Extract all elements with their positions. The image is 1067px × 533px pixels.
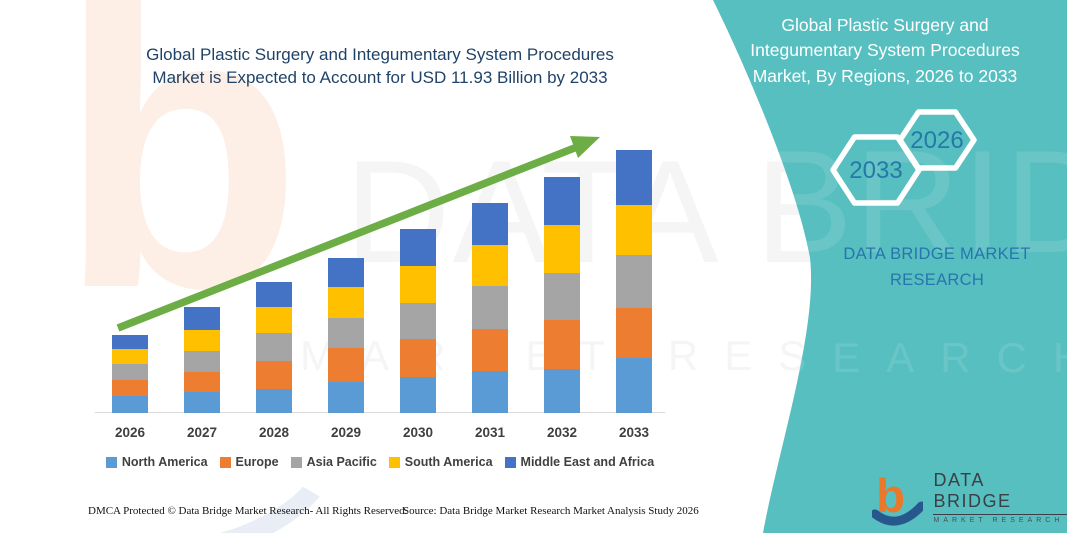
chart-title-line2: Market is Expected to Account for USD 11… <box>152 67 608 87</box>
bar-segment-2026-middle-east-and-africa <box>112 334 148 349</box>
bar-segment-2027-europe <box>184 372 220 393</box>
bar-segment-2032-asia-pacific <box>544 273 580 320</box>
bar-segment-2028-europe <box>256 360 292 389</box>
bar-segment-2032-europe <box>544 319 580 369</box>
legend-item-asia-pacific: Asia Pacific <box>290 455 377 469</box>
hexagon-2033-label: 2033 <box>849 157 902 184</box>
bar-segment-2029-europe <box>328 347 364 382</box>
databridge-logo: b DATA BRIDGE MARKET RESEARCH <box>872 468 1067 526</box>
bar-segment-2028-north-america <box>256 388 292 413</box>
bar-segment-2032-north-america <box>544 368 580 413</box>
bar-segment-2031-asia-pacific <box>472 285 508 329</box>
bar-segment-2027-north-america <box>184 392 220 413</box>
databridge-logo-icon: b <box>872 470 924 526</box>
bar-segment-2029-asia-pacific <box>328 317 364 348</box>
bar-segment-2026-north-america <box>112 396 148 413</box>
legend-label: North America <box>121 455 208 469</box>
x-axis-label-2032: 2032 <box>546 425 578 440</box>
legend-marker-icon <box>219 456 231 468</box>
bar-segment-2033-north-america <box>616 358 652 413</box>
chart-legend: North America Europe Asia Pacific South Ame… <box>95 455 665 469</box>
bar-segment-2026-south-america <box>112 348 148 364</box>
bar-segment-2033-south-america <box>616 205 652 256</box>
legend-marker-icon <box>388 456 400 468</box>
bar-segment-2028-south-america <box>256 306 292 333</box>
bar-segment-2032-south-america <box>544 224 580 273</box>
side-panel-brand-text: DATA BRIDGE MARKET RESEARCH <box>843 245 1031 289</box>
bar-segment-2032-middle-east-and-africa <box>544 176 580 225</box>
legend-label: Middle East and Africa <box>520 455 655 469</box>
bar-segment-2028-middle-east-and-africa <box>256 282 292 307</box>
side-panel-title-line3: Market, By Regions, 2026 to 2033 <box>752 65 1018 86</box>
legend-marker-icon <box>504 456 516 468</box>
legend-marker-icon <box>105 456 117 468</box>
bar-segment-2026-asia-pacific <box>112 363 148 380</box>
hexagon-2026 <box>897 109 977 171</box>
year-hexagons: 2033 2026 <box>830 109 977 206</box>
logo-name-text: DATA BRIDGE <box>933 470 1067 515</box>
bar-segment-2030-north-america <box>400 377 436 413</box>
x-axis-label-2027: 2027 <box>186 425 218 440</box>
legend-item-south-america: South America <box>388 455 493 469</box>
x-axis-labels: 2026 2027 2028 2029 2030 2031 2032 2033 <box>95 425 665 443</box>
bar-segment-2031-middle-east-and-africa <box>472 202 508 245</box>
bar-segment-2029-south-america <box>328 286 364 318</box>
trend-arrow-head <box>570 136 600 158</box>
bar-segment-2026-europe <box>112 379 148 397</box>
x-axis-line <box>95 412 665 413</box>
x-axis-label-2029: 2029 <box>330 425 362 440</box>
side-panel-title: Global Plastic Surgery and Integumentary… <box>729 13 1041 89</box>
teal-panel-path <box>713 0 1067 533</box>
legend-marker-icon <box>290 456 302 468</box>
stacked-bar-chart <box>95 100 665 413</box>
x-axis-label-2033: 2033 <box>618 425 650 440</box>
legend-label: South America <box>404 455 493 469</box>
side-panel-title-line2: Integumentary System Procedures <box>750 40 1020 61</box>
footer-source: Source: Data Bridge Market Research Mark… <box>403 505 699 517</box>
logo-subtitle-text: MARKET RESEARCH <box>933 517 1064 524</box>
footer-copyright: DMCA Protected © Data Bridge Market Rese… <box>88 505 408 517</box>
legend-item-middle-east-and-africa: Middle East and Africa <box>504 455 655 469</box>
x-axis-label-2026: 2026 <box>114 425 146 440</box>
bar-segment-2033-asia-pacific <box>616 255 652 309</box>
bar-segment-2027-middle-east-and-africa <box>184 307 220 331</box>
bar-segment-2028-asia-pacific <box>256 332 292 361</box>
x-axis-label-2030: 2030 <box>402 425 434 440</box>
legend-item-europe: Europe <box>219 455 279 469</box>
bar-segment-2033-europe <box>616 308 652 359</box>
bar-segment-2027-south-america <box>184 330 220 352</box>
bar-segment-2027-asia-pacific <box>184 351 220 372</box>
bar-segment-2031-south-america <box>472 244 508 286</box>
bar-segment-2030-south-america <box>400 266 436 304</box>
bar-segment-2031-north-america <box>472 370 508 413</box>
x-axis-label-2031: 2031 <box>474 425 506 440</box>
bar-segment-2029-north-america <box>328 381 364 413</box>
legend-item-north-america: North America <box>105 455 208 469</box>
x-axis-label-2028: 2028 <box>258 425 290 440</box>
bar-segment-2029-middle-east-and-africa <box>328 257 364 287</box>
bar-segment-2031-europe <box>472 328 508 371</box>
side-panel-title-line1: Global Plastic Surgery and <box>781 15 989 35</box>
chart-title-line1: Global Plastic Surgery and Integumentary… <box>146 45 614 64</box>
logo-swoosh <box>872 501 924 526</box>
legend-label: Europe <box>235 455 279 469</box>
chart-title: Global Plastic Surgery and Integumentary… <box>95 44 665 90</box>
bar-segment-2033-middle-east-and-africa <box>616 149 652 206</box>
hexagon-2026-label: 2026 <box>910 127 963 154</box>
bar-segment-2030-middle-east-and-africa <box>400 229 436 267</box>
bar-segment-2030-europe <box>400 339 436 378</box>
legend-label: Asia Pacific <box>306 455 377 469</box>
bar-segment-2030-asia-pacific <box>400 303 436 340</box>
